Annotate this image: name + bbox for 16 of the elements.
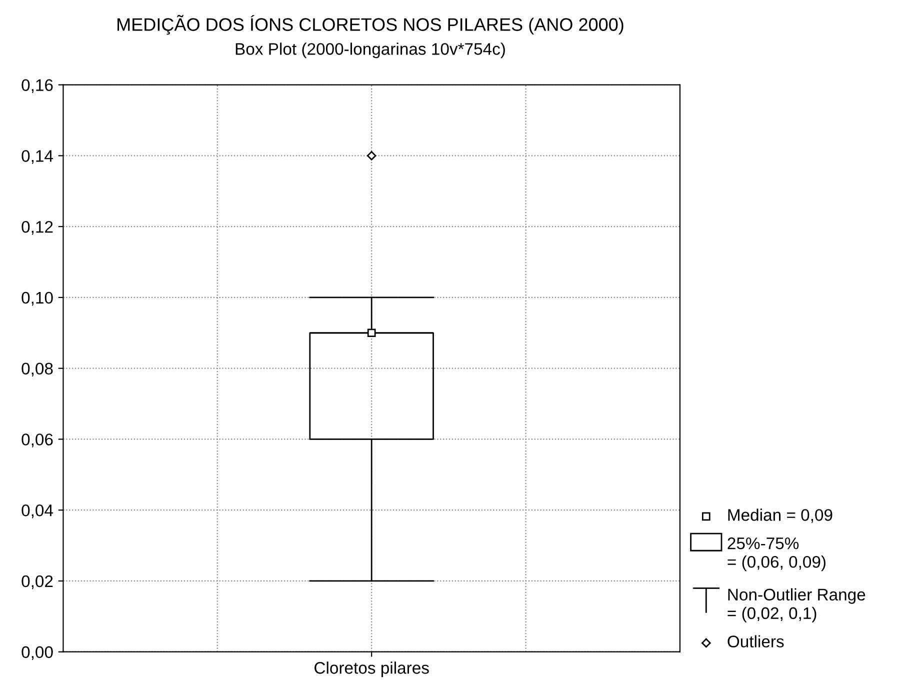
y-tick-label: 0,00 bbox=[22, 646, 53, 660]
x-tick-label: Cloretos pilares bbox=[314, 662, 429, 678]
y-tick-label: 0,16 bbox=[22, 79, 53, 93]
text: Outliers bbox=[728, 635, 784, 648]
text: 25%-75% = (0,06, 0,09) bbox=[728, 537, 826, 572]
text: Non-Outlier Range = (0,02, 0,1) bbox=[728, 588, 866, 622]
y-tick-label: 0,08 bbox=[22, 362, 53, 377]
y-tick-label: 0,12 bbox=[22, 220, 53, 235]
y-tick-label: 0,14 bbox=[22, 150, 54, 164]
chart-subtitle: Box Plot (2000-longarinas 10v*754c) bbox=[236, 42, 505, 58]
y-tick-label: 0,10 bbox=[22, 292, 53, 306]
chart-title: MEDIÇÃO DOS ÍONS CLORETOS NOS PILARES (ANO 2000) bbox=[118, 14, 624, 35]
text: Median = 0,09 bbox=[728, 508, 832, 523]
y-tick-label: 0,06 bbox=[22, 434, 53, 448]
y-tick-label: 0,02 bbox=[22, 575, 53, 590]
y-tick-label: 0,04 bbox=[22, 504, 54, 518]
